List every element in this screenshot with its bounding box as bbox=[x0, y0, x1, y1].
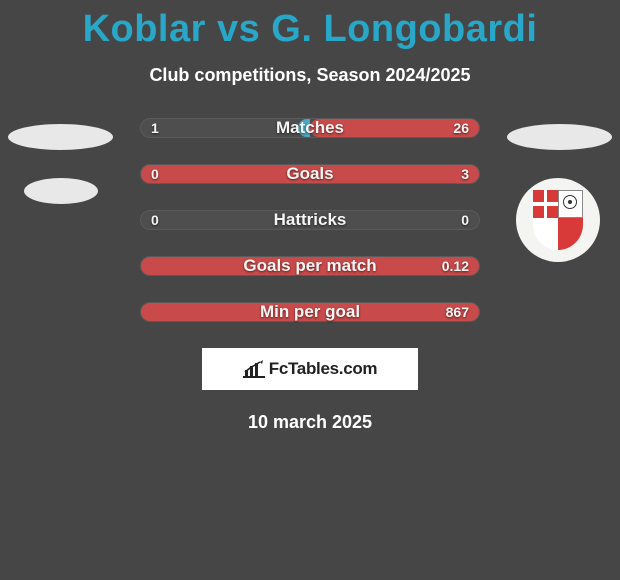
bar-container: Goals per match 0.12 bbox=[140, 256, 480, 276]
stat-row: Goals per match 0.12 bbox=[0, 256, 620, 276]
bar-container: Goals 0 3 bbox=[140, 164, 480, 184]
stats-area: Matches 1 26 Goals 0 3 Hattricks 0 0 Goals per ma… bbox=[0, 118, 620, 322]
stat-value-left: 1 bbox=[151, 120, 159, 136]
footer-date: 10 march 2025 bbox=[0, 412, 620, 433]
page-title: Koblar vs G. Longobardi bbox=[0, 0, 620, 51]
stat-label: Min per goal bbox=[260, 302, 360, 322]
stat-row: Min per goal 867 bbox=[0, 302, 620, 322]
stat-value-right: 867 bbox=[446, 304, 469, 320]
stat-value-left: 0 bbox=[151, 166, 159, 182]
stat-value-left: 0 bbox=[151, 212, 159, 228]
stat-row: Hattricks 0 0 bbox=[0, 210, 620, 230]
stat-row: Goals 0 3 bbox=[0, 164, 620, 184]
brand-box[interactable]: FcTables.com bbox=[202, 348, 418, 390]
stat-label: Goals bbox=[286, 164, 333, 184]
stat-value-right: 0 bbox=[461, 212, 469, 228]
stat-value-right: 3 bbox=[461, 166, 469, 182]
stat-label: Matches bbox=[276, 118, 344, 138]
brand-text: FcTables.com bbox=[269, 359, 378, 379]
stat-label: Goals per match bbox=[243, 256, 376, 276]
bar-container: Hattricks 0 0 bbox=[140, 210, 480, 230]
stat-label: Hattricks bbox=[274, 210, 347, 230]
stat-row: Matches 1 26 bbox=[0, 118, 620, 138]
bar-container: Min per goal 867 bbox=[140, 302, 480, 322]
bar-container: Matches 1 26 bbox=[140, 118, 480, 138]
stat-value-right: 0.12 bbox=[442, 258, 469, 274]
stat-value-right: 26 bbox=[453, 120, 469, 136]
page-subtitle: Club competitions, Season 2024/2025 bbox=[0, 65, 620, 86]
bar-chart-icon bbox=[243, 360, 265, 378]
